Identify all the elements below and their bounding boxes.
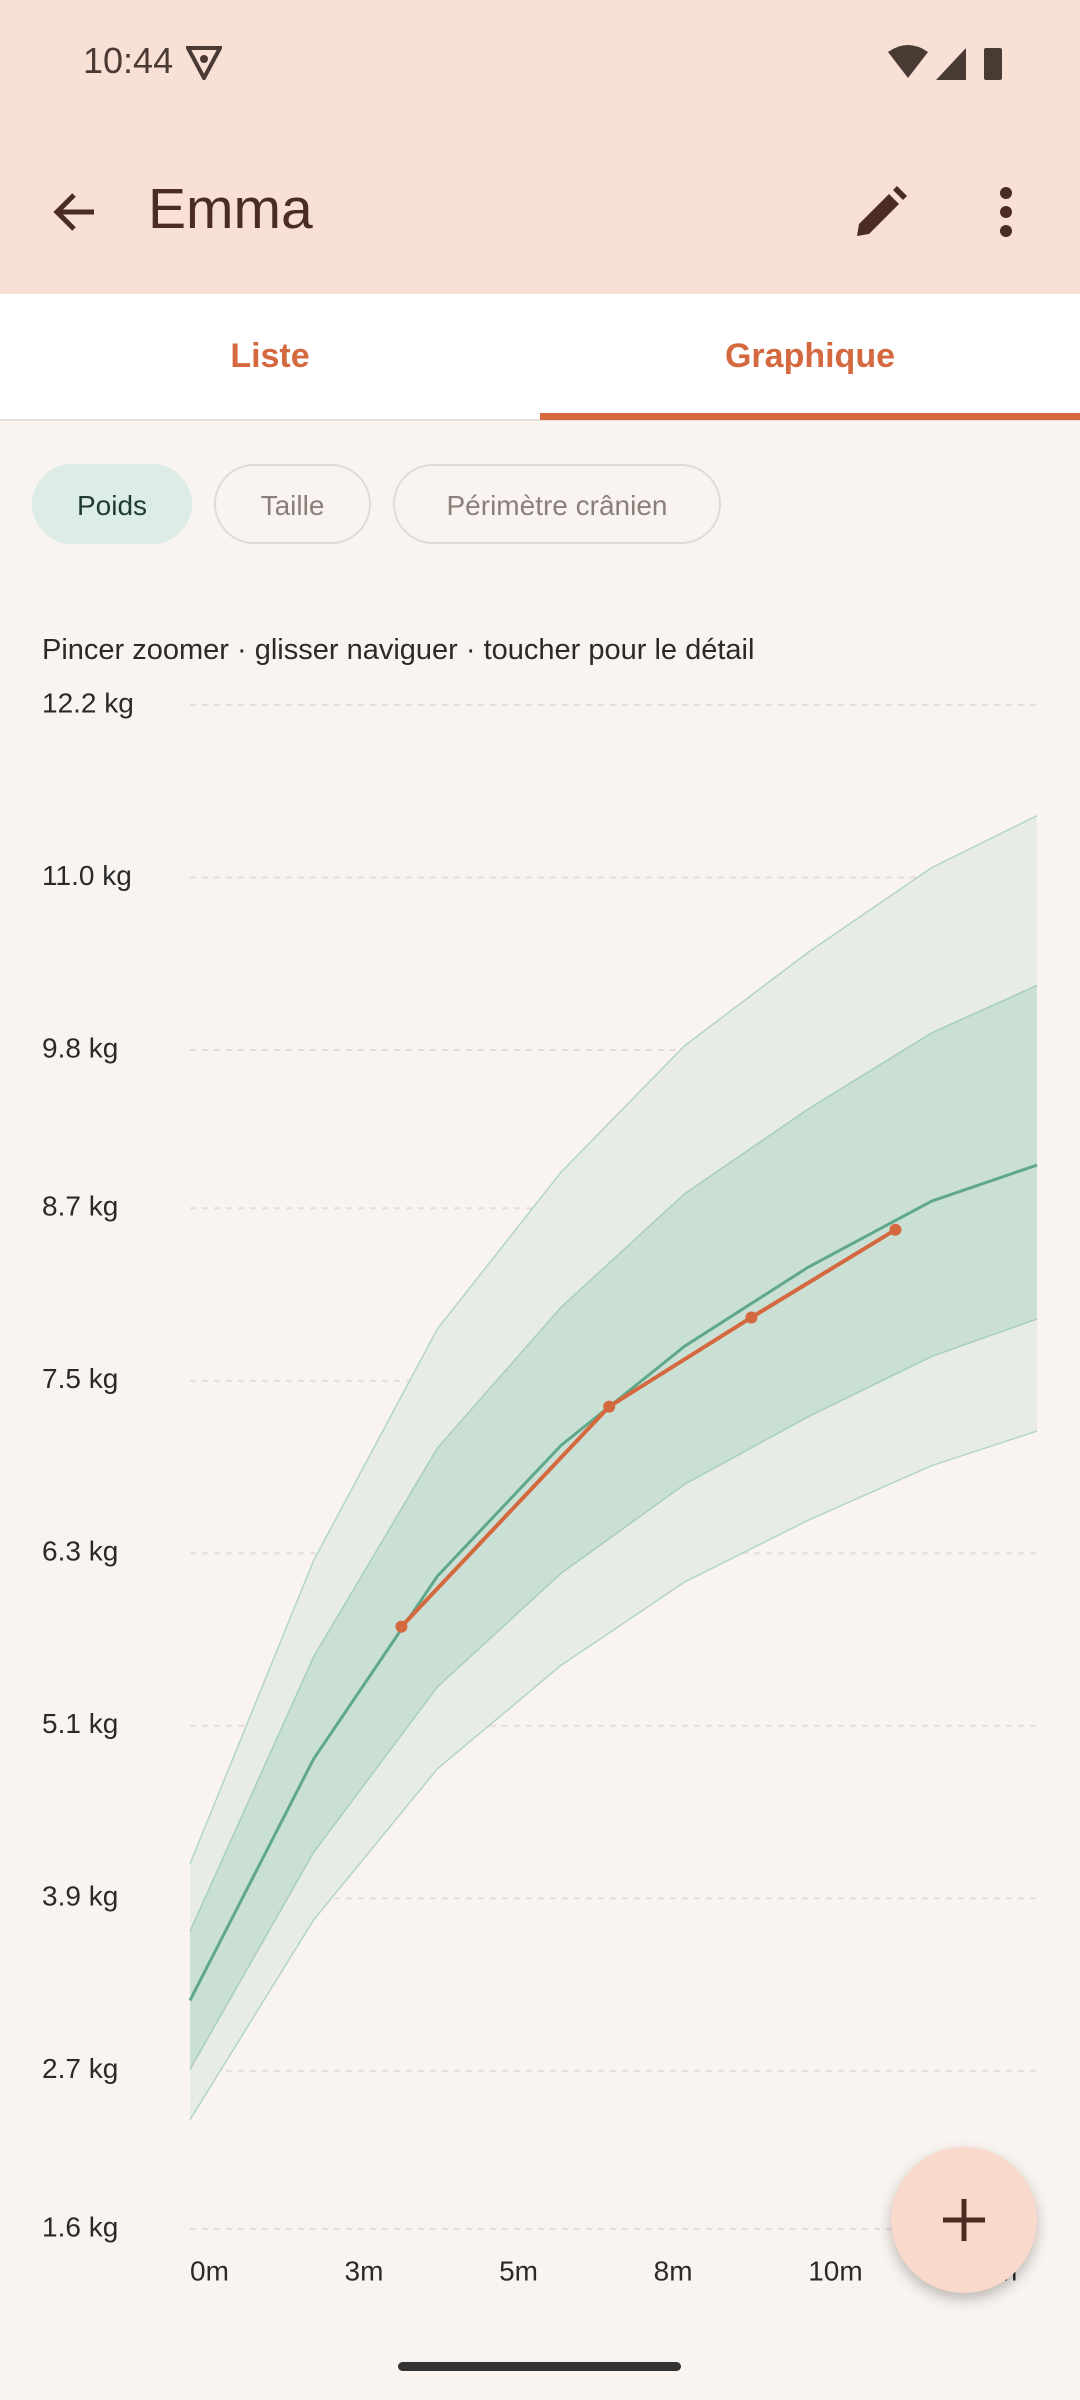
- y-tick-label: 11.0 kg: [42, 860, 132, 891]
- percentile-line: [189, 1430, 1038, 2121]
- y-tick-label: 7.5 kg: [42, 1363, 118, 1394]
- back-button[interactable]: [50, 187, 100, 237]
- add-button[interactable]: [891, 2147, 1037, 2293]
- edit-button[interactable]: [853, 186, 907, 240]
- y-tick-label: 5.1 kg: [42, 1708, 118, 1739]
- home-indicator: [398, 2362, 681, 2371]
- measurement-point: [889, 1223, 902, 1236]
- chip[interactable]: Périmètre crânien: [393, 464, 721, 544]
- tab[interactable]: Liste: [230, 337, 310, 375]
- chip[interactable]: Taille: [214, 464, 371, 544]
- y-tick-label: 3.9 kg: [42, 1881, 118, 1912]
- y-tick-label: 12.2 kg: [42, 687, 134, 718]
- x-tick-label: 5m: [499, 2255, 538, 2286]
- y-tick-label: 8.7 kg: [42, 1191, 118, 1222]
- tab-indicator: [540, 413, 1080, 420]
- y-tick-label: 2.7 kg: [42, 2053, 118, 2084]
- add-icon: [943, 2199, 985, 2241]
- app-title: Emma: [148, 177, 313, 241]
- x-tick-label: 3m: [345, 2255, 384, 2286]
- x-tick-label: 0m: [190, 2255, 229, 2286]
- percentile-line: [189, 984, 1038, 1932]
- y-tick-label: 1.6 kg: [42, 2211, 118, 2242]
- vpn-icon: [186, 46, 222, 80]
- measurement-point: [603, 1400, 616, 1413]
- x-tick-label: 10m: [808, 2255, 862, 2286]
- x-tick-label: 8m: [654, 2255, 693, 2286]
- menu-button[interactable]: [996, 186, 1016, 240]
- measurement-point: [745, 1311, 758, 1324]
- percentile-line: [189, 1318, 1038, 2070]
- status-icons: [888, 45, 1002, 80]
- chip[interactable]: Poids: [32, 464, 192, 544]
- percentile-line: [189, 815, 1038, 1865]
- measurement-line: [399, 1228, 897, 1628]
- y-tick-label: 6.3 kg: [42, 1536, 118, 1567]
- status-time: 10:44: [83, 40, 174, 81]
- tab-bar: Liste Graphique: [0, 294, 1080, 421]
- hint: Pincer zoomer · glisser naviguer · touch…: [42, 634, 755, 666]
- measurement-point: [395, 1620, 408, 1633]
- tab[interactable]: Graphique: [724, 337, 896, 375]
- y-tick-label: 9.8 kg: [42, 1032, 118, 1063]
